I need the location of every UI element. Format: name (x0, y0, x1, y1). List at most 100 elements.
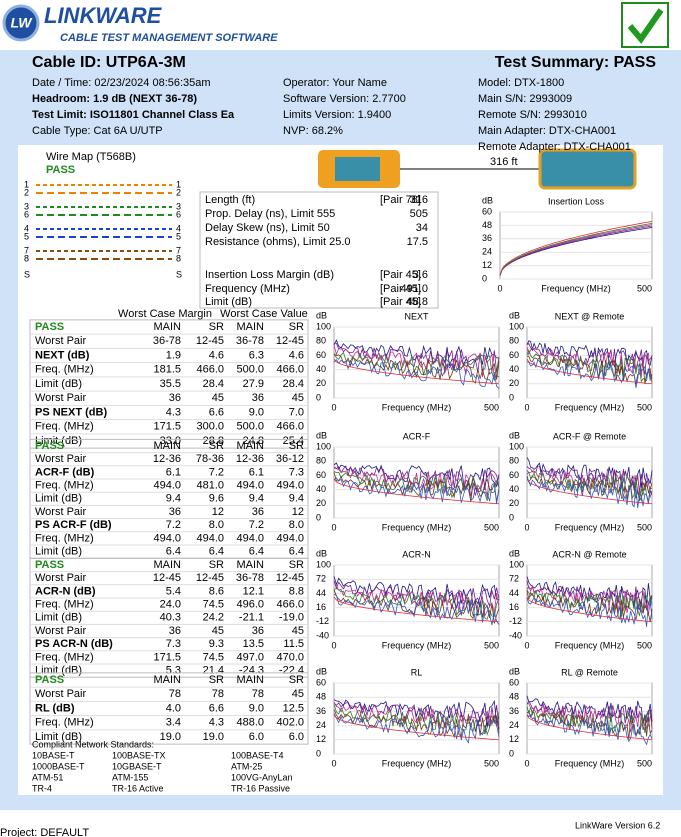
table-cell: 78 (169, 688, 181, 700)
y-tick-label: 40 (316, 484, 326, 494)
table-cell: 6.1 (249, 466, 264, 478)
trace (333, 699, 500, 728)
table-cell: 7.3 (289, 466, 304, 478)
chart-title: ACR-F @ Remote (553, 431, 626, 441)
y-tick-label: 20 (316, 498, 326, 508)
table-cell: 6.3 (249, 349, 264, 361)
table-cell: 8.0 (209, 519, 224, 531)
table-cell: 6.1 (166, 466, 181, 478)
table-cell: 19.0 (203, 731, 224, 743)
trace (526, 713, 653, 746)
y-tick-label: 0 (316, 392, 321, 402)
check (627, 8, 664, 44)
pin-right: 7 (176, 245, 181, 255)
x-label: Frequency (MHz) (382, 758, 452, 768)
trace (333, 339, 500, 366)
table-cell: 12-45 (276, 335, 304, 347)
table-cell: 494.0 (196, 532, 224, 544)
y-tick-label: 0 (316, 512, 321, 522)
standard: TR-16 Active (112, 783, 164, 793)
trace (526, 355, 653, 385)
info-line: Remote Adapter: DTX-CHA001 (478, 141, 631, 153)
x-tick-label: 500 (484, 522, 499, 532)
table-cell: 6.4 (209, 546, 224, 558)
row-label: RL (dB) (35, 702, 75, 714)
standard: ATM-51 (32, 772, 63, 782)
row-label: Limit (dB) (35, 612, 82, 624)
y-tick-label: 80 (509, 456, 519, 466)
logo-sub: CABLE TEST MANAGEMENT SOFTWARE (60, 32, 278, 44)
y-tick-label: 60 (316, 350, 326, 360)
pin-right: 6 (176, 209, 181, 219)
y-tick-label: -40 (316, 630, 329, 640)
x-tick-label: 0 (331, 522, 336, 532)
y-tick-label: 48 (316, 692, 326, 702)
table-cell: -21.1 (239, 612, 264, 624)
row-label: PS ACR-N (dB) (35, 638, 113, 650)
table-cell: 7.2 (166, 519, 181, 531)
y-tick-label: 100 (316, 321, 331, 331)
y-tick-label: 80 (316, 336, 326, 346)
y-tick-label: -40 (509, 630, 522, 640)
row-label: NEXT (dB) (35, 349, 90, 361)
table-cell: 11.5 (283, 638, 304, 650)
trace (333, 709, 500, 739)
table-cell: 12.5 (283, 702, 304, 714)
x-label: Frequency (MHz) (555, 758, 625, 768)
table-cell: 25.4 (283, 435, 304, 447)
table-cell: 24.8 (243, 435, 264, 447)
y-tick-label: 60 (482, 206, 492, 216)
y-tick-label: 20 (316, 378, 326, 388)
y-tick-label: -12 (509, 616, 522, 626)
y-tick-label: 100 (509, 441, 524, 451)
info-line: Date / Time: 02/23/2024 08:56:35am (32, 77, 211, 89)
table-cell: 9.4 (166, 493, 181, 505)
row-label: Worst Pair (35, 625, 86, 637)
row-label: Freq. (MHz) (35, 717, 94, 729)
y-tick-label: 44 (509, 588, 519, 598)
trace (526, 359, 653, 388)
table-cell: 4.3 (209, 717, 224, 729)
table-cell: 36-78 (153, 335, 181, 347)
table-cell: 3.4 (166, 717, 181, 729)
table-cell: 40.3 (160, 612, 181, 624)
chart-title: RL @ Remote (561, 667, 618, 677)
table-header: SR (209, 321, 224, 333)
pin-left: S (24, 269, 30, 279)
y-tick-label: 40 (316, 364, 326, 374)
y-tick-label: 12 (316, 734, 326, 744)
standard: 1000BASE-T (32, 761, 85, 771)
pin-left: 3 (24, 201, 29, 211)
trace (526, 346, 653, 379)
row-label: Limit (dB) (35, 493, 82, 505)
table-cell: 6.0 (289, 731, 304, 743)
table-cell: 8.8 (289, 585, 304, 597)
pin-right: 2 (176, 187, 181, 197)
table-cell: 8.6 (209, 585, 224, 597)
table-cell: 36-78 (236, 335, 264, 347)
table-cell: 6.6 (209, 702, 224, 714)
trace (526, 700, 653, 731)
chart-unit: dB (509, 666, 520, 676)
info-line: Limits Version: 1.9400 (283, 109, 391, 121)
measure-label: Delay Skew (ns), Limit 50 (205, 222, 330, 234)
trace (526, 695, 653, 724)
x-tick-label: 0 (524, 522, 529, 532)
measure-pair: [Pair 45] (380, 283, 421, 295)
trace (333, 471, 500, 502)
info-line: Test Limit: ISO11801 Channel Class Ea (32, 109, 235, 121)
y-tick-label: -12 (316, 616, 329, 626)
table-cell: 497.0 (236, 651, 264, 663)
y-tick-label: 20 (509, 498, 519, 508)
measure-label: Frequency (MHz) (205, 283, 290, 295)
row-label: PS ACR-F (dB) (35, 519, 112, 531)
table-cell: 12-36 (153, 453, 181, 465)
y-tick-label: 36 (482, 233, 492, 243)
trace (333, 465, 500, 492)
table-cell: 9.4 (249, 493, 264, 505)
x-tick-label: 500 (637, 522, 652, 532)
pin-left: 5 (24, 231, 29, 241)
y-tick-label: 0 (509, 748, 514, 758)
measure-value: 316 (410, 194, 428, 206)
